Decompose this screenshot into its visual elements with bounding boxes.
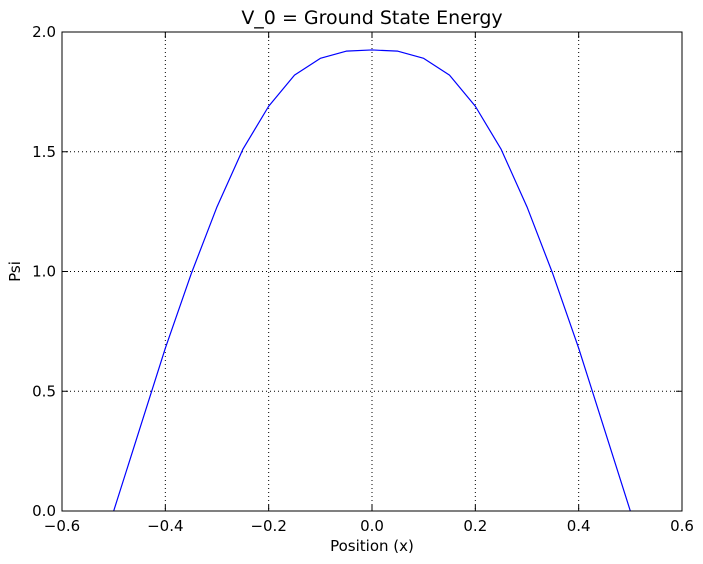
series-line	[113, 49, 631, 512]
y-tick-label: 0.0	[32, 502, 56, 520]
x-tick-label: 0.0	[360, 517, 384, 535]
x-axis-label: Position (x)	[330, 537, 414, 555]
x-tick-label: −0.6	[44, 517, 80, 535]
x-tick-label: 0.4	[567, 517, 591, 535]
tick-labels: −0.6 −0.4 −0.2 0.0 0.2 0.4 0.6 0.0 0.5 1.0 1.5 2.0	[32, 23, 694, 535]
chart-title: V_0 = Ground State Energy	[241, 7, 502, 29]
y-tick-label: 1.0	[32, 263, 56, 281]
x-tick-label: 0.2	[463, 517, 487, 535]
y-tick-label: 1.5	[32, 143, 56, 161]
y-tick-label: 0.5	[32, 382, 56, 400]
ticks	[61, 31, 683, 512]
y-tick-label: 2.0	[32, 23, 56, 41]
plot-lines	[113, 49, 631, 512]
x-tick-label: −0.4	[147, 517, 183, 535]
y-axis-label: Psi	[6, 261, 24, 282]
x-tick-label: 0.6	[670, 517, 694, 535]
x-tick-label: −0.2	[250, 517, 286, 535]
